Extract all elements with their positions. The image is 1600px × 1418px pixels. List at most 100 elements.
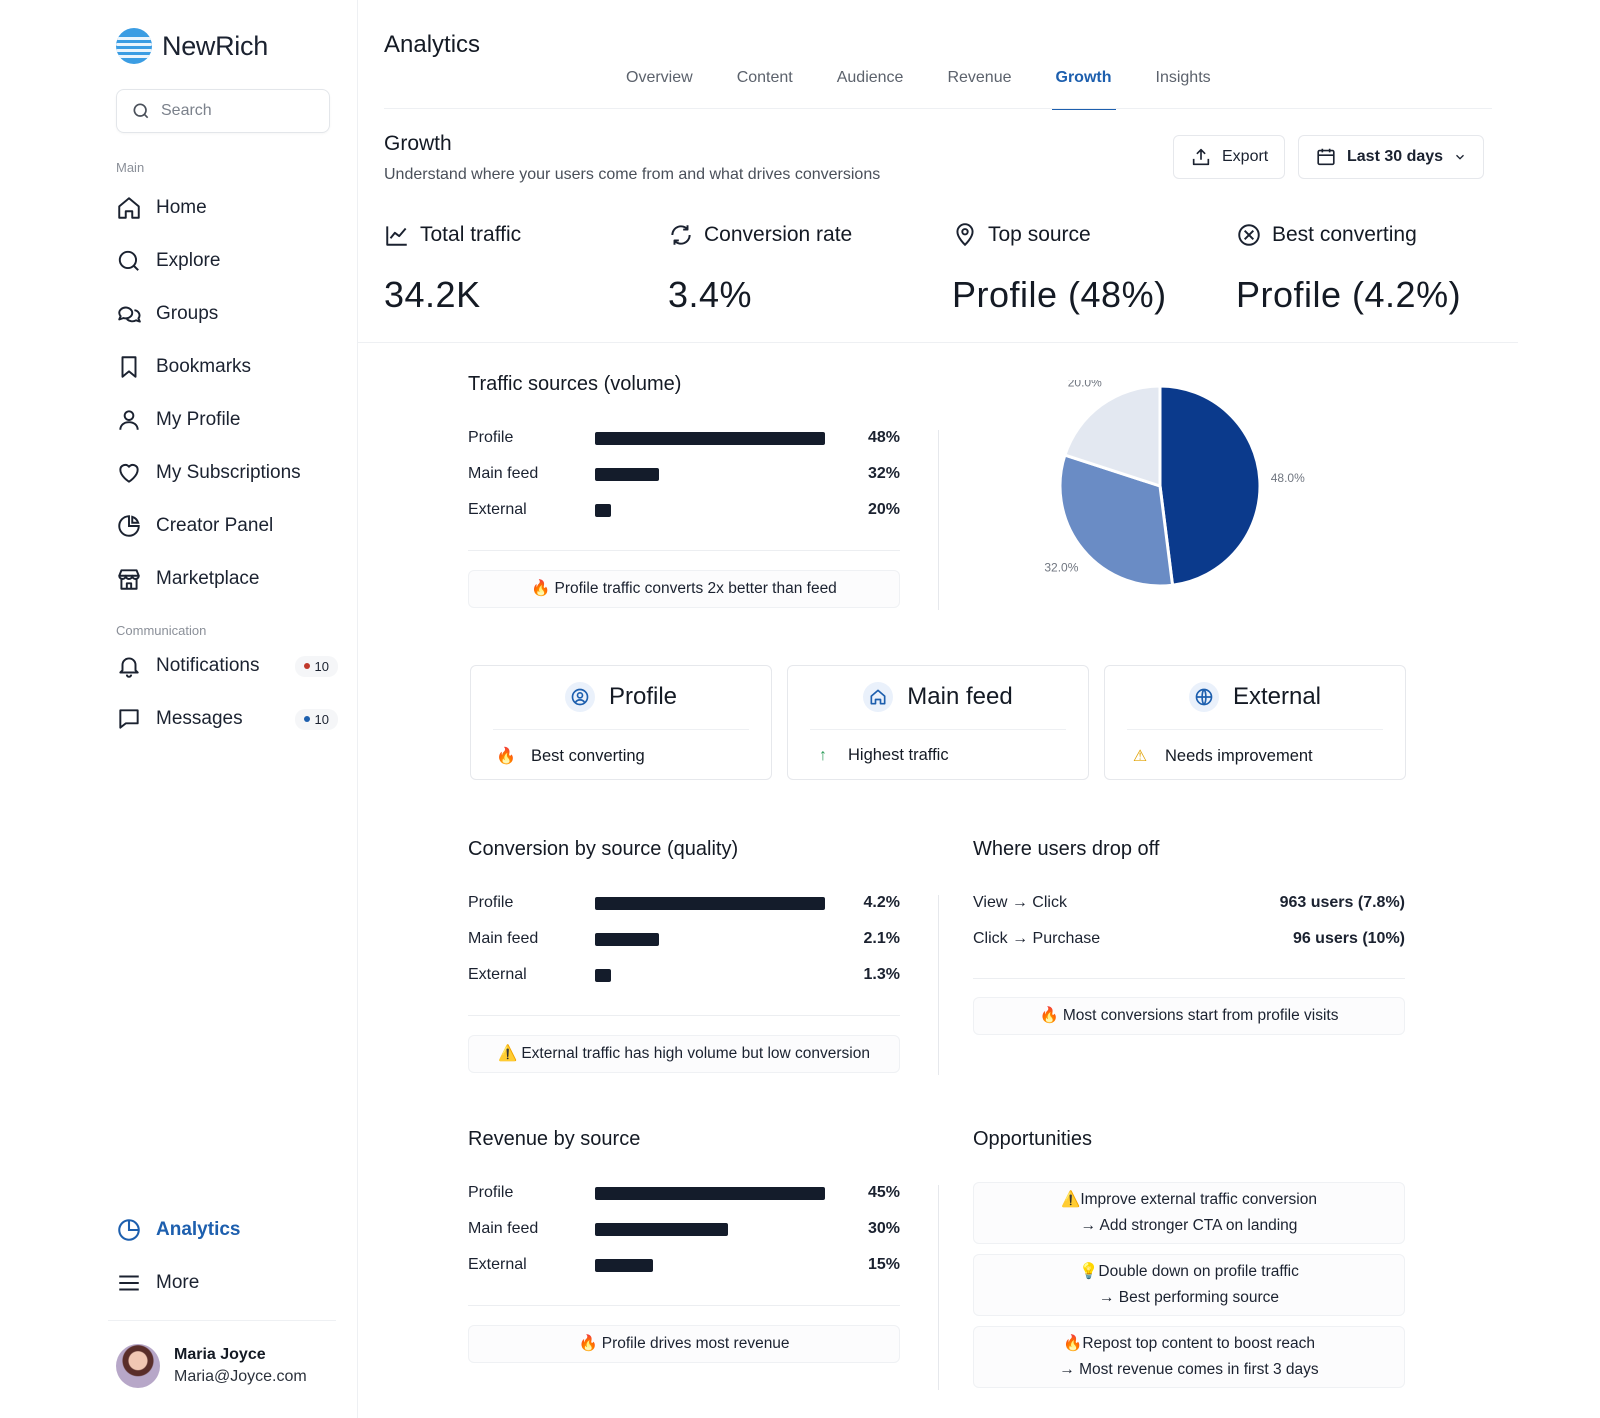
pie-slice-profile[interactable] xyxy=(1158,384,1262,587)
sidebar-divider xyxy=(108,1320,336,1321)
row-value: 45% xyxy=(867,1184,900,1201)
panel-divider xyxy=(468,1305,900,1306)
conversion-title: Conversion by source (quality) xyxy=(468,838,739,860)
row-name: Main feed xyxy=(468,465,539,482)
bar-fill xyxy=(595,896,825,910)
line-chart-icon xyxy=(386,226,407,246)
section-subtitle: Understand where your users come from an… xyxy=(384,166,881,183)
kpi-title: Top source xyxy=(988,223,1091,246)
card-title: Main feed xyxy=(907,683,1013,710)
vertical-divider xyxy=(938,430,939,610)
bar-fill xyxy=(595,467,660,481)
traffic-row: External 20% xyxy=(468,498,900,522)
source-card-main-feed[interactable]: Main feed ↑ Highest traffic xyxy=(787,665,1089,780)
sidebar-item-label: Analytics xyxy=(156,1219,241,1240)
pie-value-label: 20.0% xyxy=(1068,380,1102,389)
traffic-sources-title: Traffic sources (volume) xyxy=(468,373,682,395)
heart-icon xyxy=(119,463,139,483)
date-range-select[interactable]: Last 30 days xyxy=(1298,135,1485,179)
sidebar-item-my-profile[interactable]: My Profile xyxy=(116,400,338,440)
sidebar-item-analytics[interactable]: Analytics xyxy=(116,1210,338,1250)
row-value: 30% xyxy=(867,1220,900,1237)
globe-icon xyxy=(1188,682,1219,712)
notification-count-badge: 10 xyxy=(294,655,338,677)
pie-slice-external[interactable] xyxy=(1063,384,1162,489)
avatar xyxy=(116,1344,160,1388)
vertical-divider xyxy=(938,895,939,1075)
badge-dot xyxy=(303,663,310,669)
lightbulb-icon: 💡 xyxy=(1079,1262,1099,1280)
row-value: 96 users (10%) xyxy=(1292,930,1405,947)
opportunity-item[interactable]: 💡Double down on profile traffic → Best p… xyxy=(973,1254,1405,1316)
row-value: 4.2% xyxy=(863,894,900,911)
opportunity-text: Double down on profile traffic xyxy=(1098,1262,1299,1280)
dropoff-title: Where users drop off xyxy=(973,838,1160,860)
page-title: Analytics xyxy=(384,31,481,58)
user-profile[interactable]: Maria Joyce Maria@Joyce.com xyxy=(116,1344,307,1388)
sidebar-item-messages[interactable]: Messages 10 xyxy=(116,699,338,739)
sidebar-item-marketplace[interactable]: Marketplace xyxy=(116,559,338,599)
opportunity-item[interactable]: ⚠️Improve external traffic conversion → … xyxy=(973,1182,1405,1244)
bar-fill xyxy=(595,1186,825,1200)
pie-slice-main-feed[interactable] xyxy=(1058,453,1175,588)
bell-icon xyxy=(119,657,139,678)
conversion-row: Main feed 2.1% xyxy=(468,927,900,951)
note-text: Profile traffic converts 2x better than … xyxy=(554,579,837,597)
tab-content[interactable]: Content xyxy=(736,69,793,86)
warning-icon: ⚠️ xyxy=(498,1044,518,1062)
kpi-conversion-rate: Conversion rate 3.4% xyxy=(668,222,948,316)
tab-growth[interactable]: Growth xyxy=(1051,66,1116,110)
dropoff-insight-note: 🔥 Most conversions start from profile vi… xyxy=(973,997,1405,1035)
bookmark-icon xyxy=(121,356,137,378)
sidebar-item-more[interactable]: More xyxy=(116,1263,338,1303)
sidebar-item-explore[interactable]: Explore xyxy=(116,241,338,281)
panel-divider xyxy=(468,1015,900,1016)
kpi-total-traffic: Total traffic 34.2K xyxy=(384,222,664,316)
export-button[interactable]: Export xyxy=(1173,135,1286,179)
app-name: NewRich xyxy=(162,30,268,61)
app-logo[interactable]: NewRich xyxy=(116,28,268,64)
sidebar-item-my-subscriptions[interactable]: My Subscriptions xyxy=(116,453,338,493)
row-value: 32% xyxy=(867,465,900,482)
tab-revenue[interactable]: Revenue xyxy=(947,69,1012,86)
user-circle-icon xyxy=(564,682,595,712)
card-footer: Needs improvement xyxy=(1165,746,1313,765)
home-icon xyxy=(118,197,140,219)
source-card-external[interactable]: External ⚠ Needs improvement xyxy=(1104,665,1406,780)
fire-icon: 🔥 xyxy=(1039,1006,1059,1024)
card-title: Profile xyxy=(608,683,678,710)
header-divider xyxy=(384,108,1492,109)
pie-svg: 48.0% 32.0% 20.0% xyxy=(1044,375,1305,588)
chat-bubbles-icon xyxy=(118,306,141,323)
opportunity-text: Repost top content to boost reach xyxy=(1082,1334,1315,1352)
search-input[interactable]: Search xyxy=(116,89,330,133)
revenue-row: Profile 45% xyxy=(468,1181,900,1205)
tab-audience[interactable]: Audience xyxy=(836,69,904,86)
sidebar-item-groups[interactable]: Groups xyxy=(116,294,338,334)
tab-overview[interactable]: Overview xyxy=(626,69,693,86)
row-name: External xyxy=(468,501,527,518)
map-pin-icon xyxy=(956,223,974,247)
logo-icon xyxy=(116,28,152,64)
source-card-profile[interactable]: Profile 🔥 Best converting xyxy=(470,665,772,780)
pie-value-label: 32.0% xyxy=(1044,561,1078,575)
revenue-title: Revenue by source xyxy=(468,1128,641,1150)
tab-insights[interactable]: Insights xyxy=(1155,69,1211,86)
sidebar-item-notifications[interactable]: Notifications 10 xyxy=(116,646,338,686)
kpi-top-source: Top source Profile (48%) xyxy=(952,222,1232,316)
upload-icon xyxy=(1192,148,1210,166)
refresh-icon xyxy=(671,225,691,245)
target-icon xyxy=(1238,224,1260,246)
sidebar-item-bookmarks[interactable]: Bookmarks xyxy=(116,347,338,387)
sidebar-item-home[interactable]: Home xyxy=(116,188,338,228)
opportunity-item[interactable]: 🔥Repost top content to boost reach → Mos… xyxy=(973,1326,1405,1388)
vertical-divider xyxy=(938,1185,939,1390)
opportunities-title: Opportunities xyxy=(973,1128,1092,1150)
bar-fill xyxy=(595,503,612,517)
conversion-row: External 1.3% xyxy=(468,963,900,987)
conversion-row: Profile 4.2% xyxy=(468,891,900,915)
sidebar: NewRich Search Main Home Explore Groups … xyxy=(0,0,358,1418)
sidebar-item-creator-panel[interactable]: Creator Panel xyxy=(116,506,338,546)
sidebar-item-label: My Subscriptions xyxy=(156,462,301,483)
user-name: Maria Joyce xyxy=(174,1346,266,1363)
